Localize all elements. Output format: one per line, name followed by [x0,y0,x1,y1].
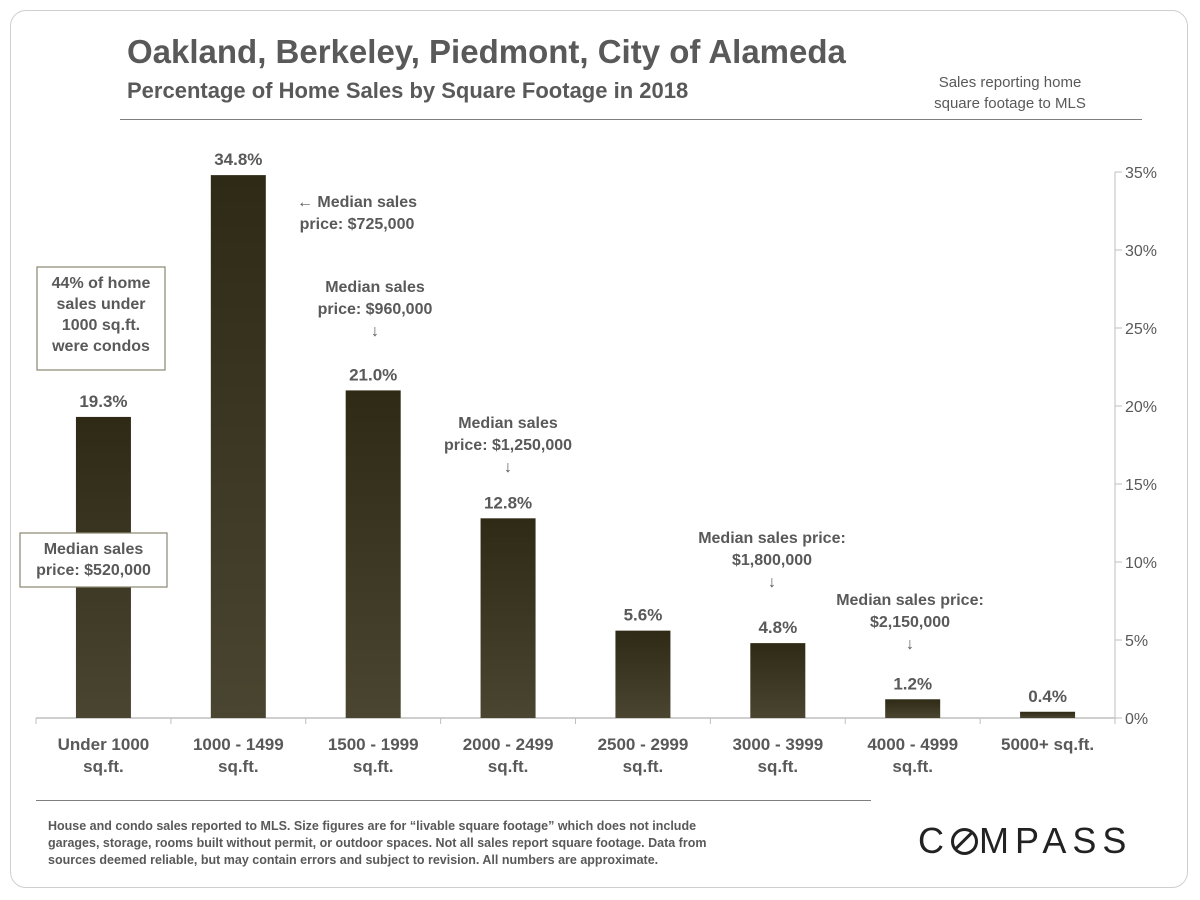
chart-subtitle: Percentage of Home Sales by Square Foota… [127,78,689,103]
bar [750,643,806,718]
x-tick-label: 4000 - 4999 [867,735,958,754]
y-tick-label: 25% [1125,321,1157,338]
boxed-note-text: 44% of home [52,275,151,292]
logo-o-icon [951,828,978,855]
median-price-annotation: ↓ [371,323,379,340]
bar-value-label: 0.4% [1028,687,1067,706]
median-price-annotation: price: $725,000 [300,216,415,233]
bar-value-label: 1.2% [893,674,932,693]
median-price-annotation: Median sales [325,279,425,296]
y-tick-label: 10% [1125,555,1157,572]
chart-title: Oakland, Berkeley, Piedmont, City of Ala… [127,33,846,70]
y-tick-label: 5% [1125,633,1148,650]
median-price-annotation: ↓ [906,636,914,653]
bar [345,390,401,718]
x-tick-label: sq.ft. [218,757,259,776]
y-tick-label: 0% [1125,711,1148,728]
x-tick-label: sq.ft. [758,757,799,776]
bar [480,518,536,718]
median-price-annotation: ↓ [768,574,776,591]
x-tick-label: 1500 - 1999 [328,735,419,754]
boxed-note-text: 1000 sq.ft. [62,317,140,334]
bar-value-label: 19.3% [79,392,127,411]
x-tick-label: sq.ft. [488,757,529,776]
x-tick-label: 2000 - 2499 [463,735,554,754]
compass-logo: C MPASS [918,820,1133,861]
median-price-annotation: $2,150,000 [870,614,950,631]
median-price-box [19,532,168,588]
bar [615,630,671,718]
bar-value-label: 5.6% [624,606,663,625]
boxed-note-text: sales under [57,296,146,313]
y-tick-label: 15% [1125,477,1157,494]
median-price-annotation: price: $1,250,000 [444,437,572,454]
bar-value-label: 21.0% [349,365,397,384]
footer-divider [36,800,871,801]
median-price-annotation: Median sales price: [836,592,984,609]
footer-disclaimer: House and condo sales reported to MLS. S… [48,819,707,867]
x-tick-label: 5000+ sq.ft. [1001,735,1094,754]
x-tick-label: 1000 - 1499 [193,735,284,754]
y-tick-label: 35% [1125,165,1157,182]
condo-note-box [36,266,166,371]
median-price-annotation: $1,800,000 [732,552,812,569]
x-tick-label: sq.ft. [623,757,664,776]
bar-value-label: 4.8% [758,618,797,637]
bar [210,175,266,718]
boxed-note-text: were condos [51,338,150,355]
x-tick-label: sq.ft. [83,757,124,776]
x-tick-label: 3000 - 3999 [732,735,823,754]
median-price-annotation: price: $960,000 [318,301,433,318]
source-note: Sales reporting home square footage to M… [934,74,1086,112]
median-price-annotation: ↓ [504,459,512,476]
median-price-annotation: Median sales [458,415,558,432]
x-tick-label: Under 1000 [58,735,150,754]
x-tick-label: 2500 - 2999 [598,735,689,754]
y-tick-label: 30% [1125,243,1157,260]
x-tick-label: sq.ft. [353,757,394,776]
bar-value-label: 34.8% [214,150,262,169]
median-price-annotation: ← Median sales [297,194,417,211]
boxed-note-text: price: $520,000 [36,562,151,579]
bar-chart: 0% 5% 10% 15% 20% 25% 30% 35% 19.3% Under 1000 sq.… [19,150,1157,776]
slide-frame [10,10,1188,888]
header-divider [120,119,1142,120]
boxed-note-text: Median sales [44,541,144,558]
bar [1020,711,1076,718]
y-tick-label: 20% [1125,399,1157,416]
bar-value-label: 12.8% [484,493,532,512]
median-price-annotation: Median sales price: [698,530,846,547]
bar [885,699,941,718]
x-tick-label: sq.ft. [892,757,933,776]
